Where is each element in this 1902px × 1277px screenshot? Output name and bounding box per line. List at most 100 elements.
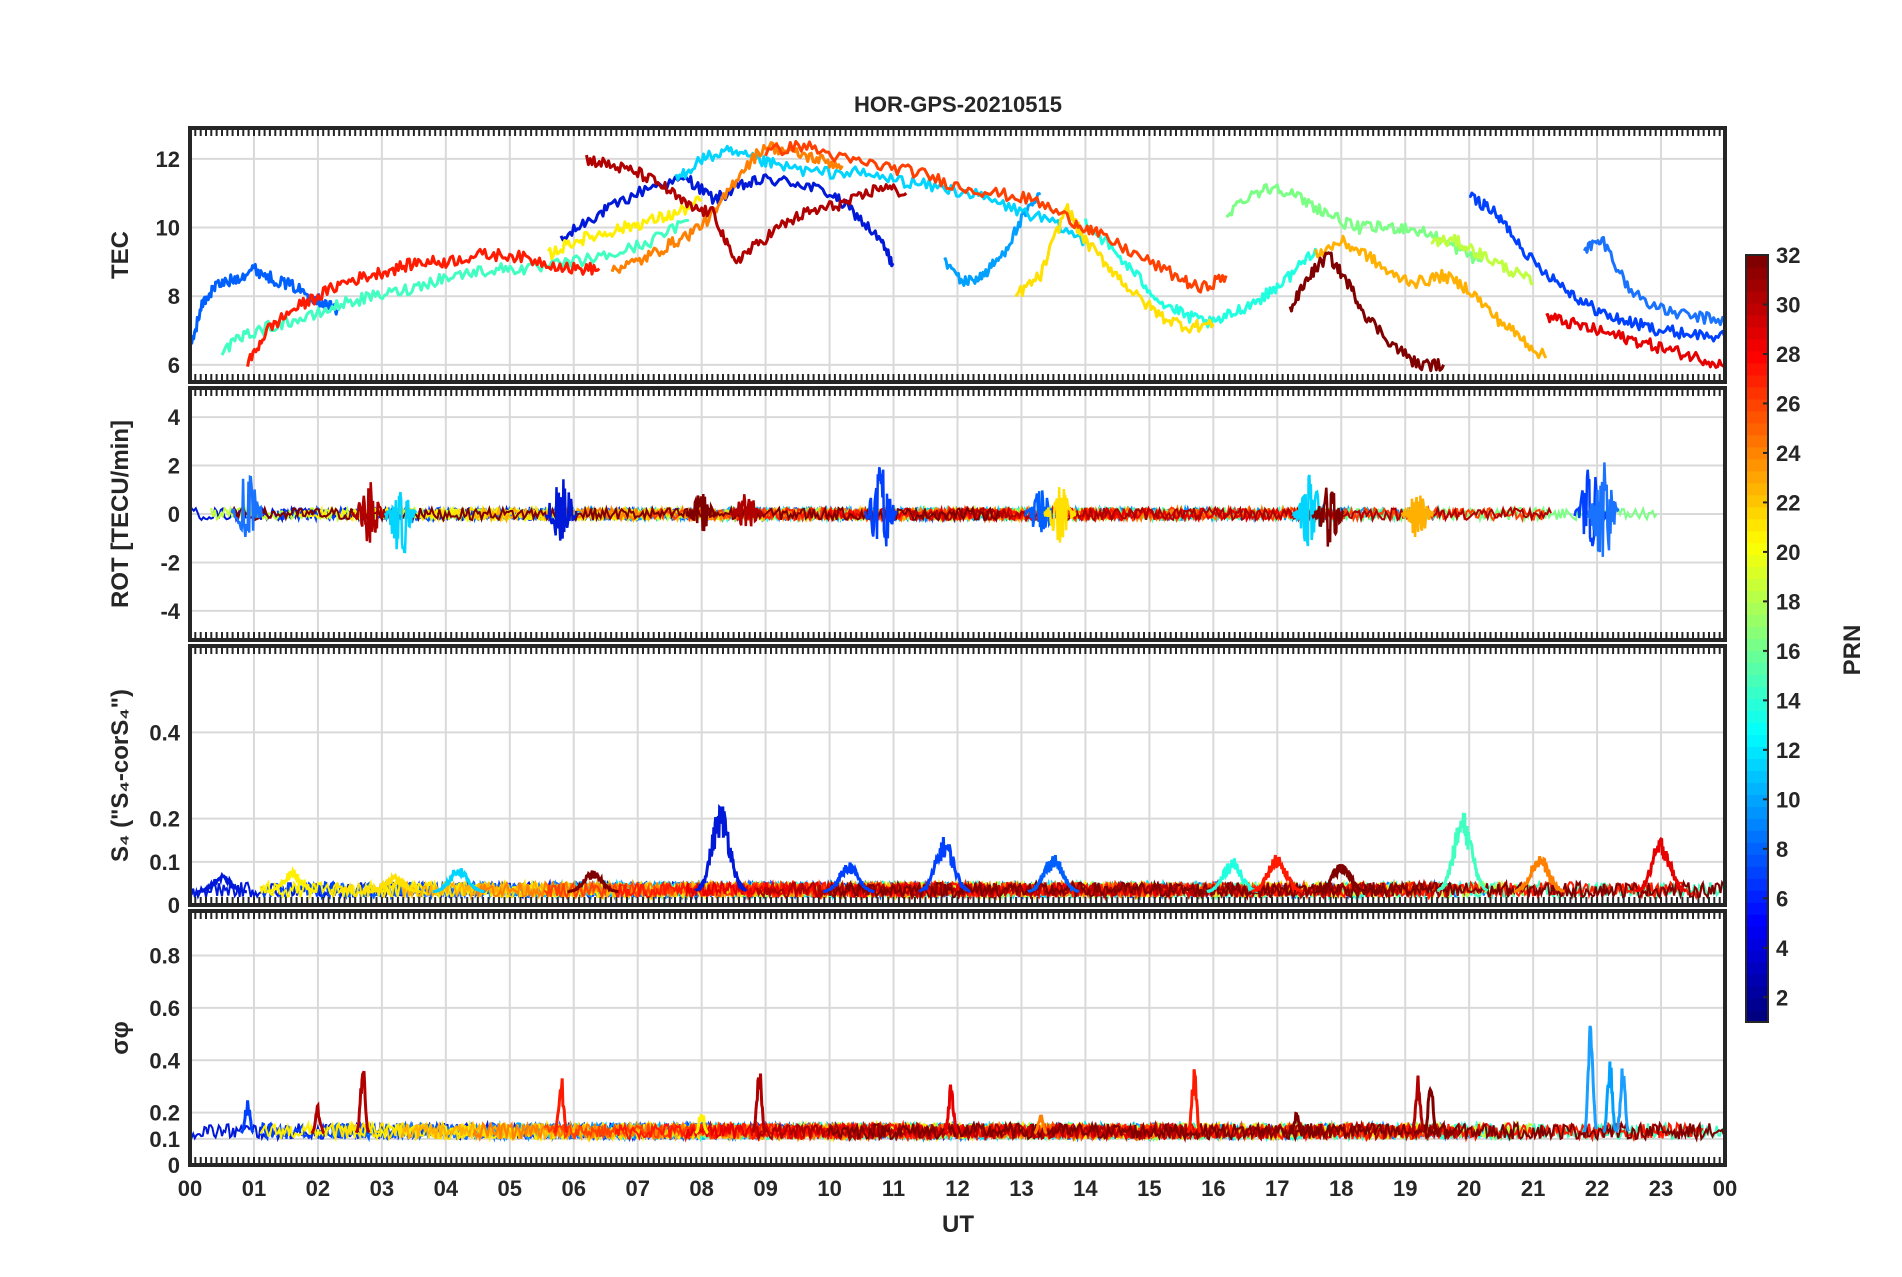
colorbar-swatch bbox=[1746, 338, 1768, 352]
tec-series-prn-31 bbox=[585, 154, 908, 265]
colorbar-swatch bbox=[1746, 398, 1768, 412]
colorbar-swatch bbox=[1746, 782, 1768, 795]
x-tick-label: 18 bbox=[1329, 1176, 1353, 1201]
colorbar-swatch bbox=[1746, 770, 1768, 783]
x-tick-label: 16 bbox=[1201, 1176, 1225, 1201]
panel-ROT: -4 -2 0 2 4 ROT [TECU/min] bbox=[107, 386, 1727, 642]
colorbar-swatch bbox=[1746, 255, 1768, 268]
colorbar-swatch bbox=[1746, 914, 1768, 927]
x-tick-label: 03 bbox=[370, 1176, 394, 1201]
x-tick-label: 23 bbox=[1649, 1176, 1673, 1201]
colorbar-tick-label: 8 bbox=[1776, 837, 1788, 862]
x-tick-label: 14 bbox=[1073, 1176, 1098, 1201]
minor-ticks bbox=[189, 388, 1726, 640]
colorbar-swatch bbox=[1746, 458, 1768, 472]
colorbar-swatch bbox=[1746, 434, 1768, 448]
colorbar-tick-label: 2 bbox=[1776, 985, 1788, 1010]
tec-series-prn-29 bbox=[1545, 312, 1725, 369]
peak-trace bbox=[918, 837, 971, 893]
colorbar-swatch bbox=[1746, 470, 1768, 484]
colorbar-swatch bbox=[1746, 482, 1768, 496]
x-tick-label: 08 bbox=[689, 1176, 713, 1201]
colorbar-swatch bbox=[1746, 578, 1768, 592]
noise-trace bbox=[827, 1119, 1725, 1143]
y-tick-label: 6 bbox=[168, 353, 180, 378]
rot-spike-cluster bbox=[1043, 487, 1077, 543]
peak-trace bbox=[553, 1078, 569, 1134]
x-tick-label: 02 bbox=[306, 1176, 330, 1201]
rot-spike-cluster bbox=[863, 466, 898, 547]
colorbar-swatch bbox=[1746, 806, 1768, 819]
colorbar-swatch bbox=[1746, 446, 1768, 460]
y-tick-label: 0.6 bbox=[149, 996, 180, 1021]
colorbar-swatch bbox=[1746, 998, 1768, 1011]
y-tick-label: 4 bbox=[168, 405, 181, 430]
colorbar-tick-label: 16 bbox=[1776, 639, 1800, 664]
colorbar-swatch bbox=[1746, 686, 1768, 700]
rot-spike-cluster bbox=[685, 493, 719, 532]
x-tick-label: 12 bbox=[945, 1176, 969, 1201]
y-tick-label: 0.2 bbox=[149, 1101, 180, 1126]
colorbar-swatch bbox=[1746, 986, 1768, 999]
panel-S4: 0 0.1 0.2 0.4 S₄ ("S₄-corS₄") bbox=[107, 644, 1727, 918]
tec-series-prn-18 bbox=[1430, 233, 1535, 286]
colorbar-tick-label: 10 bbox=[1776, 787, 1800, 812]
plot-area bbox=[190, 804, 1725, 902]
colorbar-swatch bbox=[1746, 278, 1768, 292]
y-tick-label: 0.4 bbox=[149, 1048, 180, 1073]
colorbar-swatch bbox=[1746, 350, 1768, 364]
x-tick-label: 06 bbox=[562, 1176, 586, 1201]
panel-TEC: 6 8 10 12 TEC bbox=[107, 126, 1727, 384]
peak-trace bbox=[310, 1101, 325, 1135]
peak-trace bbox=[1033, 1114, 1048, 1135]
colorbar-swatch bbox=[1746, 266, 1768, 280]
colorbar-swatch bbox=[1746, 302, 1768, 316]
colorbar-swatch bbox=[1746, 938, 1768, 951]
x-tick-label: 11 bbox=[882, 1176, 905, 1201]
tec-series-prn-32 bbox=[1288, 251, 1445, 373]
tec-series-prn-7 bbox=[1582, 235, 1725, 327]
peak-trace bbox=[1513, 855, 1565, 893]
x-tick-label: 15 bbox=[1137, 1176, 1161, 1201]
colorbar-tick-label: 20 bbox=[1776, 540, 1800, 565]
colorbar-swatch bbox=[1746, 494, 1768, 508]
colorbar-swatch bbox=[1746, 926, 1768, 939]
peak-trace bbox=[1186, 1069, 1202, 1134]
colorbar-swatch bbox=[1746, 506, 1768, 520]
colorbar-swatch bbox=[1746, 794, 1768, 807]
peak-trace bbox=[1315, 864, 1367, 894]
noise-trace bbox=[827, 878, 1725, 902]
colorbar-tick-label: 6 bbox=[1776, 886, 1788, 911]
x-tick-label: 20 bbox=[1457, 1176, 1481, 1201]
colorbar-swatch bbox=[1746, 722, 1768, 735]
colorbar-swatch bbox=[1746, 710, 1768, 723]
peak-trace bbox=[1582, 1025, 1598, 1133]
tec-series-prn-4 bbox=[1469, 191, 1725, 343]
colorbar-swatch bbox=[1746, 950, 1768, 963]
colorbar-swatch bbox=[1746, 974, 1768, 987]
peak-trace bbox=[1251, 854, 1303, 893]
y-tick-label: 0.8 bbox=[149, 944, 180, 969]
tec-series-prn-6 bbox=[190, 262, 339, 346]
colorbar-tick-label: 14 bbox=[1776, 688, 1801, 713]
x-tick-label: 01 bbox=[242, 1176, 266, 1201]
rot-spike-cluster bbox=[729, 494, 764, 527]
colorbar-tick-label: 22 bbox=[1776, 490, 1800, 515]
peak-trace bbox=[240, 1100, 255, 1134]
colorbar-swatch bbox=[1746, 650, 1768, 664]
minor-ticks bbox=[189, 646, 1726, 905]
x-tick-label: 22 bbox=[1585, 1176, 1609, 1201]
colorbar-swatch bbox=[1746, 626, 1768, 640]
y-tick-label: 0 bbox=[168, 893, 180, 918]
colorbar-swatch bbox=[1746, 734, 1768, 747]
colorbar-swatch bbox=[1746, 902, 1768, 915]
x-axis-label: UT bbox=[942, 1211, 974, 1238]
colorbar-swatch bbox=[1746, 674, 1768, 688]
x-tick-label: 09 bbox=[753, 1176, 777, 1201]
y-axis-label-S4: S₄ ("S₄-corS₄") bbox=[107, 689, 134, 862]
y-tick-label: -2 bbox=[160, 550, 180, 575]
x-tick-label: 10 bbox=[817, 1176, 841, 1201]
tec-series-prn-22 bbox=[1314, 234, 1548, 360]
